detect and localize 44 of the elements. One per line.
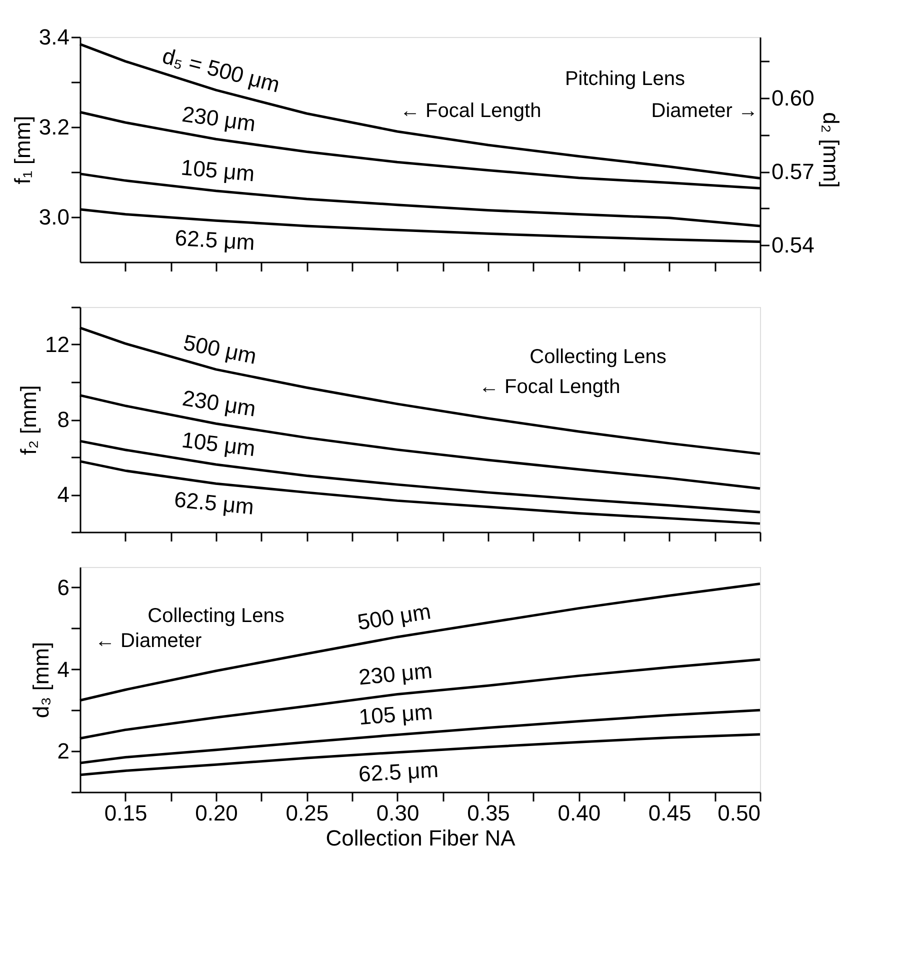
series-label: 62.5 μm: [358, 756, 440, 787]
y-tick-label: 3.2: [38, 114, 70, 140]
annotation: ← Diameter: [95, 630, 202, 652]
y2-tick-label: 0.60: [772, 86, 814, 111]
text: d₅ = 500 μm: [160, 43, 282, 98]
y-tick-label: 4: [57, 482, 70, 507]
text: 500 μm: [356, 598, 433, 635]
annotation: Pitching Lens: [564, 68, 686, 90]
annotation: ← Focal Length: [479, 376, 620, 398]
y-tick-label: 3.0: [38, 204, 70, 230]
text: 230 μm: [180, 385, 258, 422]
text: 105 μm: [180, 427, 257, 462]
y2-tick-label: 0.54: [772, 232, 814, 258]
x-tick-label: 0.40: [558, 800, 601, 826]
y2-tick-label: 0.57: [772, 159, 814, 184]
annotation: Diameter →: [651, 100, 758, 122]
annotation: Collecting Lens: [530, 346, 666, 368]
y-tick-label: 2: [57, 738, 70, 764]
y-tick-label: 8: [57, 407, 70, 432]
y-tick-label: 4: [57, 656, 70, 682]
text: 230 μm: [357, 658, 434, 690]
y-axis-title: f₁ [mm]: [10, 116, 35, 184]
text: 230 μm: [180, 101, 258, 136]
series-label: 62.5 μm: [174, 225, 256, 255]
x-axis-title: Collection Fiber NA: [326, 826, 516, 850]
y2-axis-title: d₂ [mm]: [818, 112, 844, 188]
text: 105 μm: [180, 154, 256, 186]
x-tick-label: 0.20: [195, 800, 238, 826]
x-tick-label: 0.45: [648, 800, 692, 826]
x-tick-label: 0.30: [376, 800, 420, 826]
text: 62.5 μm: [173, 486, 256, 520]
x-tick-label: 0.50: [718, 800, 760, 826]
y-axis-title: d₃ [mm]: [28, 642, 54, 718]
x-tick-label: 0.35: [467, 800, 510, 826]
y-tick-label: 12: [45, 332, 70, 357]
x-tick-label: 0.15: [104, 800, 148, 826]
y-tick-label: 6: [57, 574, 70, 600]
annotation: Collecting Lens: [148, 605, 284, 627]
x-tick-label: 0.25: [286, 800, 329, 826]
y-axis-title: f₂ [mm]: [16, 385, 42, 455]
text: 500 μm: [181, 330, 259, 369]
annotation: ← Focal Length: [400, 100, 542, 122]
y-tick-label: 3.4: [38, 24, 70, 50]
series-label: 105 μm: [358, 699, 434, 730]
